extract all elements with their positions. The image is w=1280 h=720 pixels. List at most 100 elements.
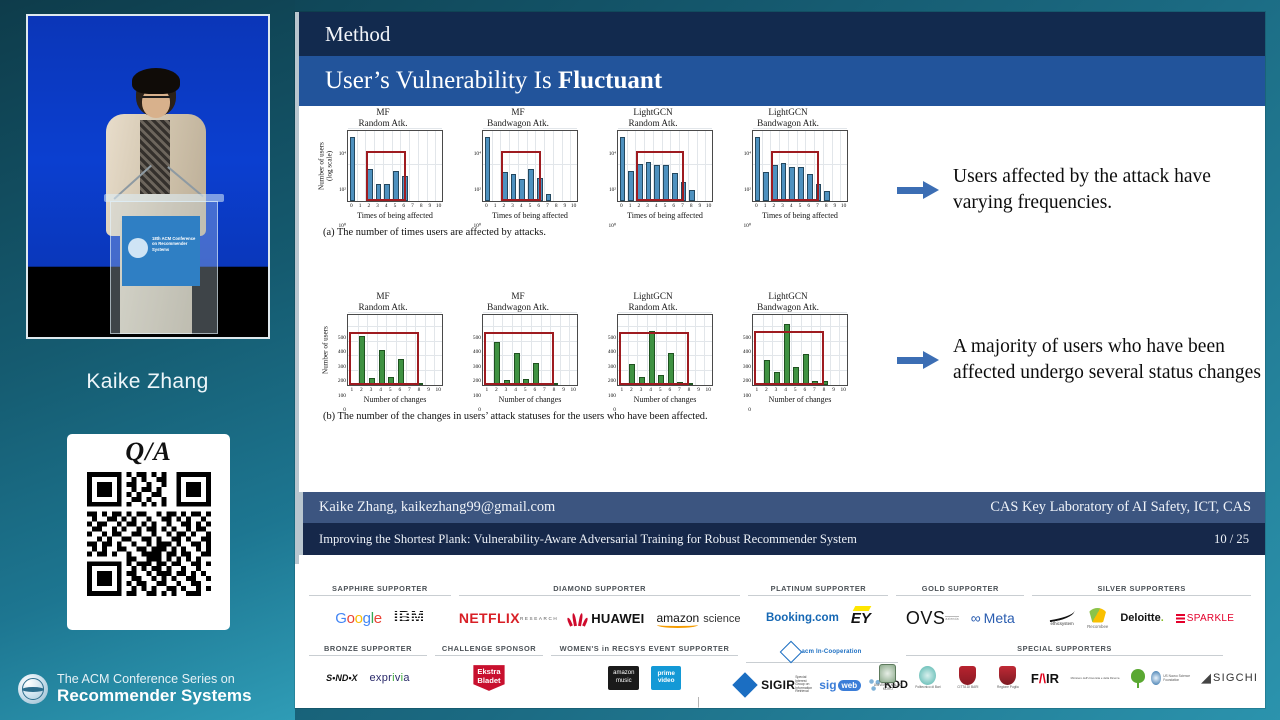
chart-x-ticks: 0 1 2 3 4 5 6 7 8 9 10 [755, 203, 847, 209]
footer-paper-title: Improving the Shortest Plank: Vulnerabil… [319, 531, 857, 546]
slide[interactable]: Method User’s Vulnerability Is Fluctuant… [295, 12, 1265, 708]
chart-x-ticks: 0 1 2 3 4 5 6 7 8 9 10 [620, 203, 712, 209]
chart-title-line1: LightGCN [633, 107, 673, 117]
acm-logo: The ACM Conference Series on Recommender… [18, 667, 288, 711]
sponsor-group-special: SPECIAL SUPPORTERS UNIVERSITA ALDO MORO … [874, 644, 1257, 695]
chart-x-ticks: 1 2 3 4 5 6 7 8 9 10 [755, 387, 846, 393]
speaker-shirt [140, 120, 170, 194]
speaker-glasses [142, 96, 170, 102]
chart-b-lightgcn-random: LightGCN Random Atk. 0 100 200 300 400 500 1 2 3 4 5… [587, 290, 719, 413]
chart-y-ticks: 0 100 200 300 400 500 [337, 335, 346, 413]
acm-conference-label: Recommender Systems [57, 685, 252, 705]
qr-code[interactable] [87, 472, 211, 596]
slide-kicker-text: Method [325, 21, 391, 46]
chart-title-line1: MF [511, 291, 525, 301]
chart-y-ticks: 0 100 200 300 400 500 [472, 335, 481, 413]
figure-a: MF Random Atk. Number of users (log scale) 1… [317, 106, 857, 239]
qa-card[interactable]: Q/A [67, 434, 230, 630]
logo-recombee: Recombee [1087, 607, 1108, 629]
chart-title-line2: Random Atk. [358, 118, 408, 128]
footer-author: Kaike Zhang, kaikezhang99@gmail.com [319, 499, 556, 515]
chart-x-axis-label: Number of changes [498, 395, 562, 404]
sponsor-group-silver: SILVER SUPPORTERS ethicsystem Recombee D… [1028, 584, 1255, 635]
chart-bar [824, 190, 830, 201]
slide-footer-title-bar: Improving the Shortest Plank: Vulnerabil… [299, 523, 1265, 555]
sponsor-heading: acm In-Cooperation [779, 640, 862, 664]
logo-sigweb: sig web [819, 678, 862, 692]
figure-b-charts: MF Random Atk. Number of users 0 100 200 300 40… [317, 290, 857, 413]
chart-a-mf-bandwagon: MF Bandwagon Atk. 10⁰ 10² 10⁴ 0 1 2 3 4 5 6 7 8 9 10 Tim… [452, 106, 584, 229]
speaker-name: Kaike Zhang [86, 370, 209, 393]
chart-y-axis-label [587, 130, 604, 202]
sponsor-group-bronze: BRONZE SUPPORTER S•ND•X expr i v i a [305, 644, 431, 695]
slide-title-bar: User’s Vulnerability Is Fluctuant [299, 56, 1265, 106]
sponsor-group-diamond: DIAMOND SUPPORTER NETFLIX RESEARCH HUAWEI [455, 584, 745, 708]
page-title-prefix: User’s Vulnerability Is [325, 67, 558, 94]
chart-y-ticks: 10⁰ 10² 10⁴ [608, 151, 616, 229]
annotation-1: Users affected by the attack have varyin… [897, 164, 1257, 216]
chart-bar [754, 136, 761, 201]
sidebar: 18th ACM Conference on Recommender Syste… [0, 0, 295, 720]
globe-icon [18, 674, 48, 704]
annotation-1-text: Users affected by the attack have varyin… [953, 166, 1211, 213]
chart-bar [619, 136, 626, 201]
chart-b-mf-random: MF Random Atk. Number of users 0 100 200 300 40… [317, 290, 449, 413]
chart-highlight-box [348, 331, 420, 385]
logo-netflix-research: NETFLIX RESEARCH [458, 610, 559, 626]
chart-bar [689, 189, 695, 201]
chart-title-line2: Random Atk. [358, 302, 408, 312]
logo-sigchi: ◢ SIGCHI [1201, 670, 1259, 685]
chart-y-axis-label [452, 314, 469, 386]
arrow-right-icon [897, 349, 939, 371]
chart-title: MF Random Atk. [317, 106, 449, 130]
chart-title-line2: Random Atk. [628, 302, 678, 312]
annotation-2: A majority of users who have been affect… [897, 334, 1265, 386]
logo-meta: ∞ Meta [970, 610, 1015, 626]
logo-universita-aldo-moro: UNIVERSITA ALDO MORO [871, 664, 905, 692]
logo-ethicsystem: ethicsystem [1048, 608, 1076, 626]
chart-title-line1: MF [511, 107, 525, 117]
logo-booking-com: Booking.com [765, 612, 839, 624]
podium-globe-icon [128, 238, 148, 258]
chart-title: MF Bandwagon Atk. [452, 106, 584, 130]
logo-us-science-foundation: US Nuovo Science Foundation [1151, 671, 1195, 685]
sponsor-group-challenge: CHALLENGE SPONSOR Ekstra Bladet [431, 644, 547, 695]
footer-page-number: 10 / 25 [1214, 531, 1249, 546]
acm-series-label: The ACM Conference Series on [57, 672, 235, 687]
chart-y-ticks: 10⁰ 10² 10⁴ [743, 151, 751, 229]
sponsor-heading: DIAMOND SUPPORTER [553, 584, 646, 593]
chart-bar [763, 171, 769, 201]
chart-title-line2: Bandwagon Atk. [757, 302, 819, 312]
chart-x-axis-label: Number of changes [768, 395, 832, 404]
slide-content: MF Random Atk. Number of users (log scale) 1… [299, 106, 1265, 492]
chart-x-ticks: 0 1 2 3 4 5 6 7 8 9 10 [350, 203, 442, 209]
logo-acm-incooperation: acm In-Cooperation [779, 640, 862, 664]
sponsor-heading: BRONZE SUPPORTER [323, 644, 413, 653]
logo-citta-di-bari: CITTA DI BARI [951, 666, 985, 690]
chart-bar [484, 136, 491, 201]
speaker-video[interactable]: 18th ACM Conference on Recommender Syste… [26, 14, 270, 339]
slide-body: Method User’s Vulnerability Is Fluctuant… [295, 12, 1265, 564]
logo-exprivia: expr i v i a [369, 672, 410, 684]
footer-affiliation: CAS Key Laboratory of AI Safety, ICT, CA… [990, 499, 1251, 515]
chart-y-ticks: 10⁰ 10² 10⁴ [338, 151, 346, 229]
chart-y-ticks: 0 100 200 300 400 500 [607, 335, 616, 413]
chart-title-line1: MF [376, 291, 390, 301]
chart-plot-area [482, 128, 578, 202]
chart-x-axis-label: Number of changes [633, 395, 697, 404]
sponsor-heading: CHALLENGE SPONSOR [441, 644, 537, 653]
chart-y-axis-label: Number of users [321, 326, 330, 374]
figure-a-caption: (a) The number of times users are affect… [323, 227, 546, 238]
podium-label: 18th ACM Conference on Recommender Syste… [152, 236, 196, 252]
figure-b-caption: (b) The number of the changes in users’ … [323, 411, 708, 422]
sponsor-heading: SILVER SUPPORTERS [1097, 584, 1186, 593]
chart-plot-area [752, 128, 848, 202]
chart-title-line1: LightGCN [768, 107, 808, 117]
chart-title: LightGCN Bandwagon Atk. [722, 106, 854, 130]
logo-acm-sig [732, 672, 758, 698]
podium-top [104, 194, 224, 202]
sponsor-heading: SAPPHIRE SUPPORTER [332, 584, 428, 593]
chart-plot-area [347, 312, 443, 386]
